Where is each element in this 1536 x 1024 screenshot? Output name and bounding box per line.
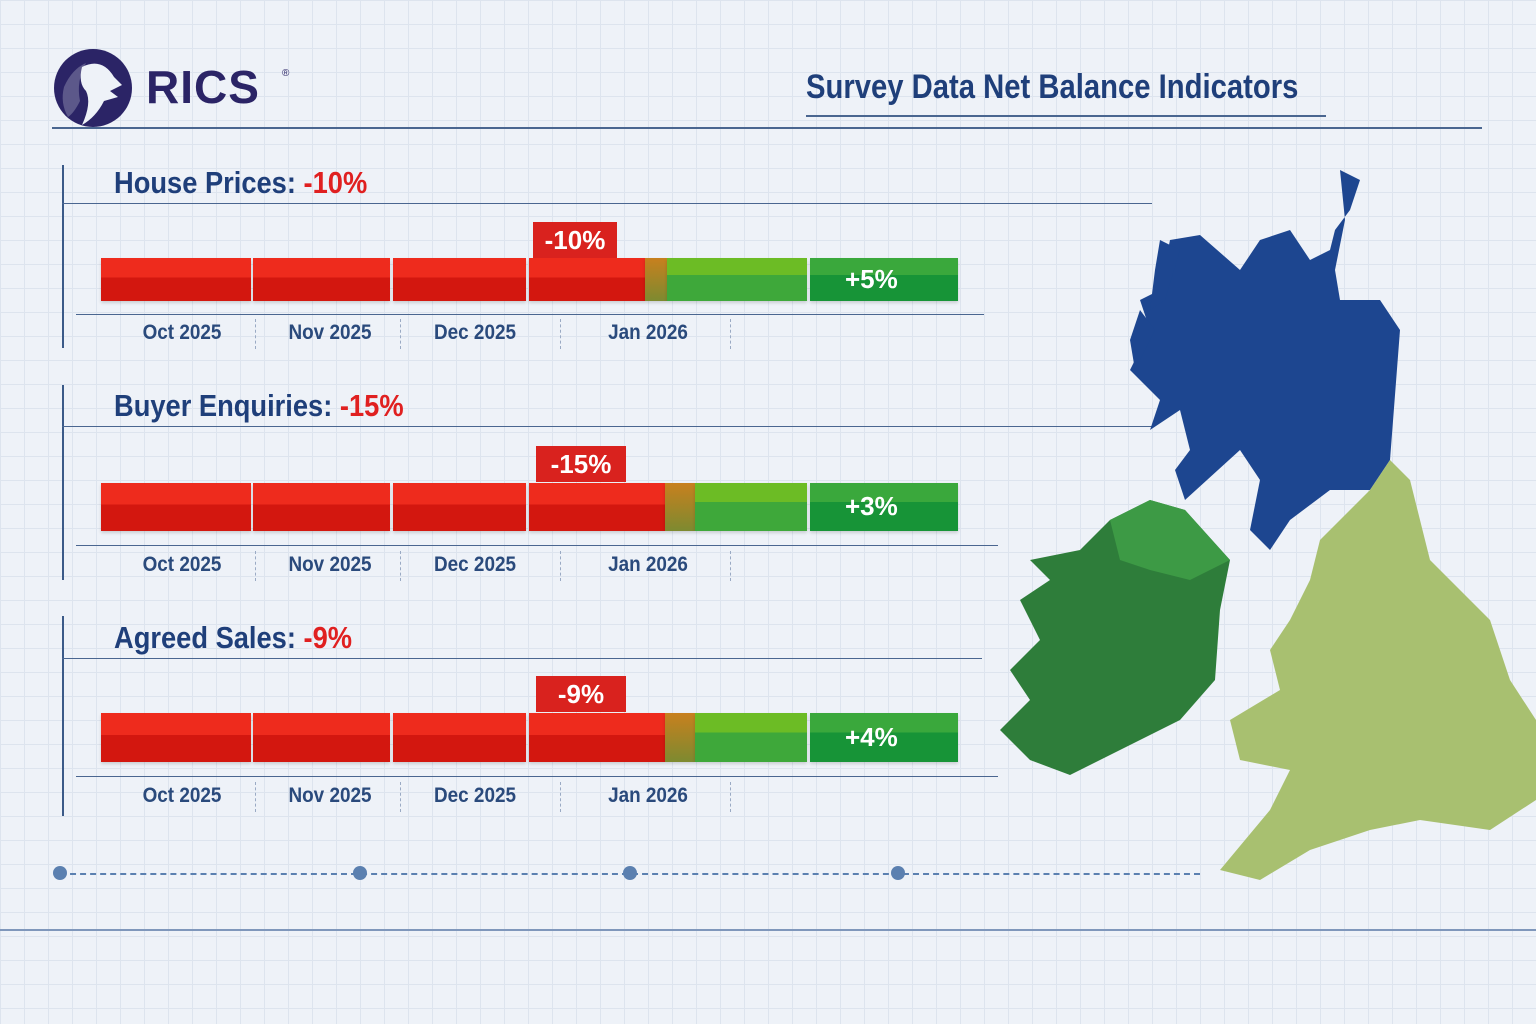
positive-bar-segment (645, 258, 667, 301)
positive-bar-segment (810, 483, 958, 531)
tick-separator (255, 319, 256, 349)
negative-bar-segment (529, 713, 665, 762)
panel-title: Agreed Sales: -9% (114, 620, 353, 655)
negative-bar-segment (101, 713, 251, 762)
negative-bar-segment (253, 713, 390, 762)
positive-bar-segment (695, 713, 807, 762)
panel-title-underline (62, 203, 1152, 204)
tick-separator (730, 782, 731, 812)
positive-bar-segment (810, 713, 958, 762)
negative-value-label: -9% (536, 676, 626, 712)
uk-ireland-map (1000, 170, 1536, 880)
tick-separator (400, 319, 401, 349)
negative-bar-segment (529, 258, 645, 301)
tick-label: Nov 2025 (288, 321, 372, 344)
panel-title-underline (62, 426, 1152, 427)
tick-separator (730, 551, 731, 581)
tick-separator (560, 782, 561, 812)
tick-separator (400, 782, 401, 812)
rics-logo (52, 47, 134, 134)
footer-divider (0, 929, 1536, 931)
tick-separator (255, 782, 256, 812)
metric-value: -10% (303, 165, 368, 200)
positive-value-label: +5% (845, 263, 898, 294)
panel-title-underline (62, 658, 982, 659)
scotland-icon (1130, 170, 1400, 550)
panel-left-rule (62, 385, 64, 580)
tick-separator (400, 551, 401, 581)
negative-bar-segment (393, 258, 526, 301)
timeline-dot (353, 866, 367, 880)
england-wales-icon (1220, 460, 1536, 880)
positive-bar-segment (665, 713, 695, 762)
page-title: Survey Data Net Balance Indicators (806, 68, 1299, 106)
tick-separator (255, 551, 256, 581)
negative-bar-segment (101, 258, 251, 301)
logo-registered-mark: ® (282, 68, 290, 79)
positive-bar-segment (810, 258, 958, 301)
panel-left-rule (62, 165, 64, 348)
negative-bar-segment (253, 258, 390, 301)
negative-bar-segment (393, 713, 526, 762)
logo-text: RICS (146, 61, 260, 113)
tick-label: Oct 2025 (142, 784, 222, 807)
tick-label: Dec 2025 (434, 553, 516, 576)
positive-bar-segment (695, 483, 807, 531)
title-underline (806, 115, 1326, 117)
tick-label: Dec 2025 (434, 321, 516, 344)
tick-label: Dec 2025 (434, 784, 516, 807)
scottish-isles-icon (1130, 240, 1180, 370)
timeline-dot (53, 866, 67, 880)
negative-value-label: -10% (533, 222, 617, 258)
negative-value-label: -15% (536, 446, 626, 482)
tick-separator (560, 319, 561, 349)
positive-value-label: +3% (845, 491, 898, 521)
tick-label: Oct 2025 (142, 553, 222, 576)
positive-bar-segment (667, 258, 807, 301)
tick-label: Nov 2025 (288, 784, 372, 807)
timeline-dot (623, 866, 637, 880)
tick-label: Nov 2025 (288, 553, 372, 576)
metric-name: Agreed Sales (114, 620, 287, 655)
positive-bar-segment (665, 483, 695, 531)
metric-name: House Prices (114, 165, 287, 200)
northern-ireland-icon (1110, 500, 1230, 580)
panel-title: House Prices: -10% (114, 165, 368, 200)
metric-name: Buyer Enquiries (114, 388, 324, 423)
positive-value-label: +4% (845, 721, 898, 752)
timeline-dot (891, 866, 905, 880)
metric-value: -15% (339, 388, 404, 423)
tick-separator (560, 551, 561, 581)
tick-label: Jan 2026 (608, 553, 688, 576)
axis-line (76, 545, 998, 546)
axis-line (76, 314, 984, 315)
lion-logo-icon (54, 49, 132, 127)
header-divider (52, 127, 1482, 129)
axis-line (76, 776, 998, 777)
negative-bar-segment (393, 483, 526, 531)
negative-bar-segment (253, 483, 390, 531)
tick-label: Oct 2025 (142, 321, 222, 344)
negative-bar-segment (529, 483, 665, 531)
negative-bar-segment (101, 483, 251, 531)
tick-label: Jan 2026 (608, 784, 688, 807)
panel-left-rule (62, 616, 64, 816)
tick-label: Jan 2026 (608, 321, 688, 344)
tick-separator (730, 319, 731, 349)
metric-value: -9% (303, 620, 353, 655)
panel-title: Buyer Enquiries: -15% (114, 388, 404, 423)
